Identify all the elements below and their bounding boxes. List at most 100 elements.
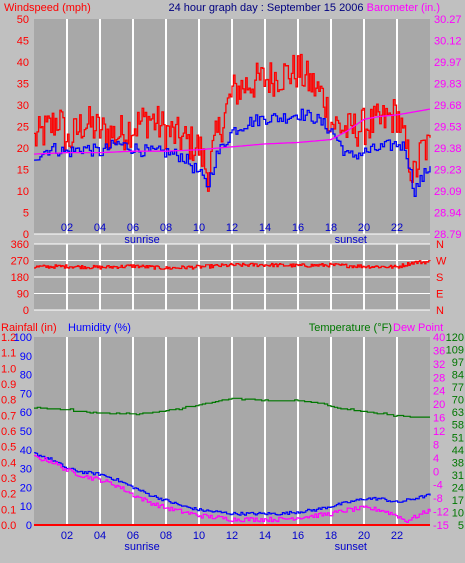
temperature-f-tick-label: 77 bbox=[452, 382, 464, 394]
temperature-f-tick-label: 44 bbox=[452, 445, 464, 457]
rainfall-tick-label: 0.9 bbox=[1, 379, 16, 391]
temperature-c-tick-label: 40 bbox=[433, 332, 445, 344]
temperature-f-tick-label: 58 bbox=[452, 420, 464, 432]
barometer-tick-label: 29.38 bbox=[434, 143, 462, 155]
hour-tick-label: 16 bbox=[292, 222, 304, 234]
barometer-tick-label: 29.23 bbox=[434, 165, 462, 177]
temperature-f-tick-label: 51 bbox=[452, 432, 464, 444]
rainfall-tick-label: 1.0 bbox=[1, 363, 16, 375]
direction-degree-label: 360 bbox=[11, 239, 29, 251]
temperature-f-tick-label: 31 bbox=[452, 470, 464, 482]
humidity-tick-label: 0 bbox=[26, 520, 32, 532]
rainfall-tick-label: 0.8 bbox=[1, 395, 16, 407]
barometer-tick-label: 29.83 bbox=[434, 79, 462, 91]
temperature-axis-label: Temperature (°F) bbox=[309, 322, 392, 334]
wind-hour-tick-labels: 02 04 06 08 10 12 14 16 18 20 22 sunrise sunset bbox=[61, 222, 403, 246]
windspeed-line bbox=[34, 53, 431, 192]
barometer-tick-label: 28.94 bbox=[434, 208, 462, 220]
compass-label: N bbox=[436, 239, 444, 251]
rainfall-tick-label: 1.1 bbox=[1, 348, 16, 360]
hour-tick-label: 08 bbox=[160, 530, 172, 542]
humidity-tick-label: 80 bbox=[20, 370, 32, 382]
wind-direction-line bbox=[34, 260, 431, 270]
windspeed-tick-labels: 0 5 10 15 20 25 30 35 40 45 50 bbox=[17, 14, 29, 241]
rainfall-tick-label: 0.4 bbox=[1, 457, 16, 469]
temperature-f-tick-label: 97 bbox=[452, 357, 464, 369]
temperature-c-tick-label: 20 bbox=[433, 399, 445, 411]
humidity-tick-labels: 0 10 20 30 40 50 60 70 80 90 100 bbox=[14, 332, 32, 532]
hour-tick-label: 02 bbox=[61, 222, 73, 234]
temperature-c-tick-label: 36 bbox=[433, 345, 445, 357]
humidity-tick-label: 10 bbox=[20, 501, 32, 513]
temperature-f-tick-label: 5 bbox=[458, 520, 464, 532]
direction-grid bbox=[34, 243, 430, 311]
windspeed-axis-label: Windspeed (mph) bbox=[4, 2, 91, 14]
sunset-label: sunset bbox=[335, 234, 367, 246]
wind-panel: Windspeed (mph) 24 hour graph day : Sept… bbox=[4, 2, 462, 246]
humidity-tick-label: 60 bbox=[20, 407, 32, 419]
barometer-tick-label: 28.79 bbox=[434, 229, 462, 241]
barometer-axis-label: Barometer (in.) bbox=[367, 2, 440, 14]
humidity-tick-label: 100 bbox=[14, 332, 32, 344]
hour-tick-label: 10 bbox=[193, 530, 205, 542]
temperature-f-tick-label: 84 bbox=[452, 370, 464, 382]
direction-degree-label: 0 bbox=[23, 305, 29, 317]
temperature-f-tick-label: 24 bbox=[452, 482, 464, 494]
hour-tick-label: 22 bbox=[391, 222, 403, 234]
windspeed-tick-label: 10 bbox=[17, 186, 29, 198]
temperature-c-tick-label: 24 bbox=[433, 386, 445, 398]
windspeed-tick-label: 30 bbox=[17, 100, 29, 112]
direction-degree-label: 90 bbox=[17, 289, 29, 301]
humidity-tick-label: 20 bbox=[20, 482, 32, 494]
climate-panel: Rainfall (in) Humidity (%) Temperature (… bbox=[1, 322, 464, 553]
temperature-c-tick-label: -15 bbox=[433, 520, 449, 532]
climate-hour-tick-labels: 02 04 06 08 10 12 14 16 18 20 22 sunrise sunset bbox=[61, 530, 403, 553]
barometer-tick-label: 29.09 bbox=[434, 186, 462, 198]
barometer-tick-labels: 28.79 28.94 29.09 29.23 29.38 29.53 29.68 29.83… bbox=[434, 14, 462, 241]
windspeed-tick-label: 5 bbox=[23, 208, 29, 220]
hour-tick-label: 20 bbox=[358, 530, 370, 542]
hour-tick-label: 22 bbox=[391, 530, 403, 542]
hour-tick-label: 04 bbox=[94, 222, 106, 234]
temperature-c-tick-label: 4 bbox=[433, 453, 439, 465]
windspeed-tick-label: 0 bbox=[23, 229, 29, 241]
temperature-c-tick-label: -4 bbox=[433, 480, 443, 492]
average-wind-line bbox=[34, 108, 431, 197]
wind-series bbox=[33, 53, 431, 197]
temperature-line bbox=[34, 397, 430, 418]
direction-degree-label: 270 bbox=[11, 256, 29, 268]
hour-tick-label: 12 bbox=[226, 222, 238, 234]
barometer-tick-label: 30.27 bbox=[434, 14, 462, 26]
compass-label: N bbox=[436, 305, 444, 317]
dew-point-line bbox=[34, 454, 431, 523]
hour-tick-label: 08 bbox=[160, 222, 172, 234]
rainfall-tick-label: 0.1 bbox=[1, 504, 16, 516]
rainfall-axis-label: Rainfall (in) bbox=[1, 322, 57, 334]
barometer-tick-label: 29.53 bbox=[434, 122, 462, 134]
temperature-f-tick-label: 109 bbox=[446, 345, 464, 357]
temperature-c-tick-label: -8 bbox=[433, 493, 443, 505]
rainfall-tick-label: 0.0 bbox=[1, 520, 16, 532]
compass-label: W bbox=[436, 256, 447, 268]
hour-tick-label: 06 bbox=[127, 222, 139, 234]
temperature-f-tick-label: 17 bbox=[452, 495, 464, 507]
windspeed-tick-label: 40 bbox=[17, 57, 29, 69]
direction-degree-labels: 0 90 180 270 360 bbox=[11, 239, 29, 317]
temperature-c-tick-label: 12 bbox=[433, 426, 445, 438]
humidity-tick-label: 90 bbox=[20, 351, 32, 363]
windspeed-tick-label: 35 bbox=[17, 79, 29, 91]
sunrise-label: sunrise bbox=[124, 541, 159, 553]
rainfall-tick-label: 0.6 bbox=[1, 426, 16, 438]
windspeed-tick-label: 50 bbox=[17, 14, 29, 26]
temperature-c-tick-label: 32 bbox=[433, 359, 445, 371]
temperature-c-tick-label: 8 bbox=[433, 439, 439, 451]
hour-tick-label: 14 bbox=[259, 222, 271, 234]
hour-tick-label: 12 bbox=[226, 530, 238, 542]
rainfall-tick-label: 1.2 bbox=[1, 332, 16, 344]
hour-tick-label: 18 bbox=[325, 530, 337, 542]
